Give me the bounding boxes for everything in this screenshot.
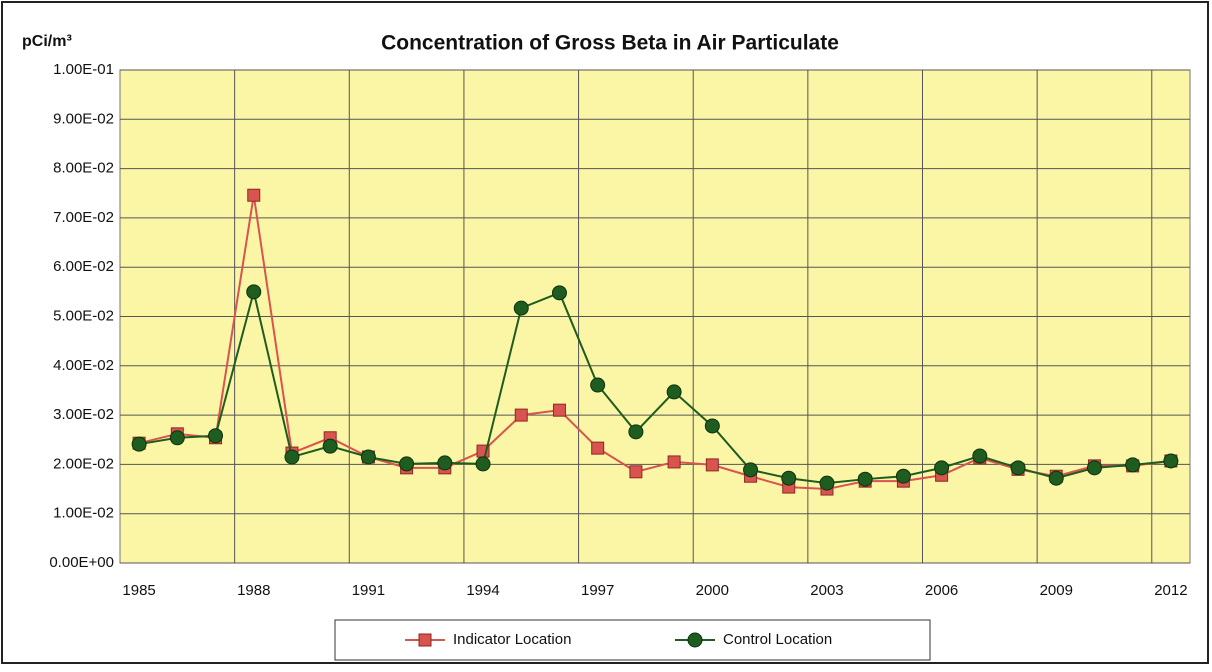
point <box>591 441 605 455</box>
point <box>1086 460 1102 476</box>
y-tick-label: 0.00E+00 <box>49 554 114 571</box>
point <box>667 455 681 469</box>
y-tick-label: 9.00E-02 <box>53 110 114 127</box>
legend-marker <box>687 632 703 648</box>
point <box>513 300 529 316</box>
point <box>972 448 988 464</box>
legend-label: Indicator Location <box>453 631 571 648</box>
point <box>1163 453 1179 469</box>
point <box>743 462 759 478</box>
y-tick-label: 1.00E-01 <box>53 61 114 78</box>
x-tick-label: 1988 <box>237 582 270 599</box>
x-tick-label: 2003 <box>810 582 843 599</box>
y-tick-label: 7.00E-02 <box>53 209 114 226</box>
point <box>934 460 950 476</box>
series-line <box>138 195 1172 491</box>
y-tick-label: 6.00E-02 <box>53 258 114 275</box>
x-tick-label: 2006 <box>925 582 958 599</box>
point <box>552 403 566 417</box>
point <box>322 438 338 454</box>
y-tick-label: 3.00E-02 <box>53 406 114 423</box>
x-tick-label: 1991 <box>352 582 385 599</box>
point <box>514 408 528 422</box>
chart-title: Concentration of Gross Beta in Air Parti… <box>381 32 839 55</box>
point <box>857 471 873 487</box>
x-tick-label: 2009 <box>1040 582 1073 599</box>
legend-label: Control Location <box>723 631 832 648</box>
point <box>819 475 835 491</box>
point <box>1010 460 1026 476</box>
point <box>437 455 453 471</box>
point <box>247 188 261 202</box>
series-line <box>138 291 1171 485</box>
point <box>629 465 643 479</box>
x-tick-label: 1997 <box>581 582 614 599</box>
point <box>131 436 147 452</box>
y-axis-label: pCi/m³ <box>22 33 72 50</box>
point <box>475 456 491 472</box>
x-tick-label: 1994 <box>466 582 499 599</box>
y-tick-label: 5.00E-02 <box>53 307 114 324</box>
point <box>628 424 644 440</box>
y-tick-label: 8.00E-02 <box>53 160 114 177</box>
point <box>169 430 185 446</box>
point <box>781 470 797 486</box>
point <box>704 418 720 434</box>
x-tick-label: 2000 <box>696 582 729 599</box>
point <box>705 458 719 472</box>
point <box>246 284 262 300</box>
legend-marker <box>418 633 432 647</box>
point <box>666 384 682 400</box>
point <box>1048 470 1064 486</box>
point <box>399 456 415 472</box>
point <box>1125 457 1141 473</box>
y-tick-label: 2.00E-02 <box>53 455 114 472</box>
point <box>360 449 376 465</box>
x-tick-label: 1985 <box>122 582 155 599</box>
point <box>284 449 300 465</box>
point <box>895 468 911 484</box>
point <box>208 428 224 444</box>
y-tick-label: 4.00E-02 <box>53 357 114 374</box>
x-tick-label: 2012 <box>1154 582 1187 599</box>
y-tick-label: 1.00E-02 <box>53 505 114 522</box>
point <box>551 285 567 301</box>
point <box>590 377 606 393</box>
